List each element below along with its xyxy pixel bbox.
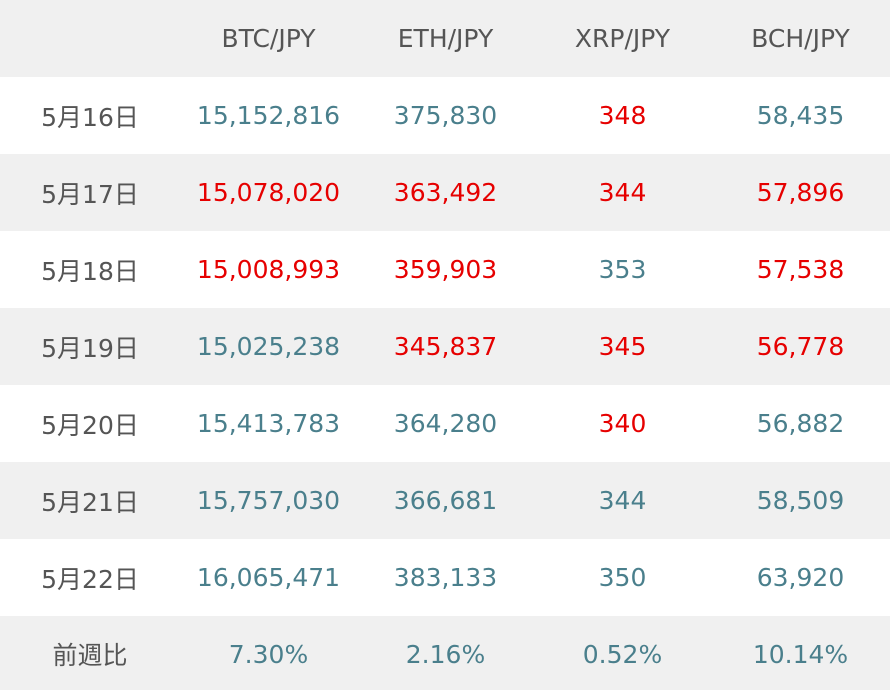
xrp-price: 348	[598, 101, 647, 130]
btc-price: 15,008,993	[196, 255, 341, 284]
row-date: 5月17日	[41, 179, 139, 209]
row-date: 5月20日	[41, 410, 139, 440]
bch-price: 57,896	[756, 178, 845, 207]
bch-weekly-change: 10.14%	[752, 639, 849, 669]
weekly-change-row: 前週比 7.30% 2.16% 0.52% 10.14%	[0, 616, 890, 690]
xrp-price: 340	[598, 409, 647, 438]
header-eth-jpy: ETH/JPY	[397, 24, 494, 53]
header-date	[0, 0, 180, 77]
eth-price: 375,830	[393, 101, 498, 130]
xrp-price: 345	[598, 332, 647, 361]
table-row: 5月17日 15,078,020 363,492 344 57,896	[0, 154, 890, 231]
xrp-price: 350	[598, 563, 647, 592]
eth-price: 359,903	[393, 255, 498, 284]
row-date: 5月19日	[41, 333, 139, 363]
row-date: 5月18日	[41, 256, 139, 286]
row-date: 5月21日	[41, 487, 139, 517]
eth-price: 366,681	[393, 486, 498, 515]
xrp-price: 344	[598, 486, 647, 515]
table-row: 5月21日 15,757,030 366,681 344 58,509	[0, 462, 890, 539]
bch-price: 58,509	[756, 486, 845, 515]
header-xrp-jpy: XRP/JPY	[574, 24, 671, 53]
xrp-price: 344	[598, 178, 647, 207]
eth-price: 364,280	[393, 409, 498, 438]
bch-price: 57,538	[756, 255, 845, 284]
header-btc-jpy: BTC/JPY	[221, 24, 316, 53]
btc-weekly-change: 7.30%	[228, 639, 309, 669]
xrp-price: 353	[598, 255, 647, 284]
eth-price: 383,133	[393, 563, 498, 592]
table-row: 5月22日 16,065,471 383,133 350 63,920	[0, 539, 890, 616]
bch-price: 56,882	[756, 409, 845, 438]
eth-weekly-change: 2.16%	[405, 639, 486, 669]
btc-price: 16,065,471	[196, 563, 341, 592]
row-date: 5月16日	[41, 102, 139, 132]
table-header-row: BTC/JPY ETH/JPY XRP/JPY BCH/JPY	[0, 0, 890, 77]
bch-price: 63,920	[756, 563, 845, 592]
eth-price: 363,492	[393, 178, 498, 207]
table-row: 5月18日 15,008,993 359,903 353 57,538	[0, 231, 890, 308]
row-date: 5月22日	[41, 564, 139, 594]
eth-price: 345,837	[393, 332, 498, 361]
btc-price: 15,078,020	[196, 178, 341, 207]
btc-price: 15,152,816	[196, 101, 341, 130]
table-row: 5月19日 15,025,238 345,837 345 56,778	[0, 308, 890, 385]
bch-price: 58,435	[756, 101, 845, 130]
table-row: 5月20日 15,413,783 364,280 340 56,882	[0, 385, 890, 462]
xrp-weekly-change: 0.52%	[582, 639, 663, 669]
header-bch-jpy: BCH/JPY	[751, 24, 850, 53]
bch-price: 56,778	[756, 332, 845, 361]
btc-price: 15,025,238	[196, 332, 341, 361]
weekly-change-label: 前週比	[52, 641, 128, 670]
btc-price: 15,757,030	[196, 486, 341, 515]
btc-price: 15,413,783	[196, 409, 341, 438]
table-row: 5月16日 15,152,816 375,830 348 58,435	[0, 77, 890, 154]
